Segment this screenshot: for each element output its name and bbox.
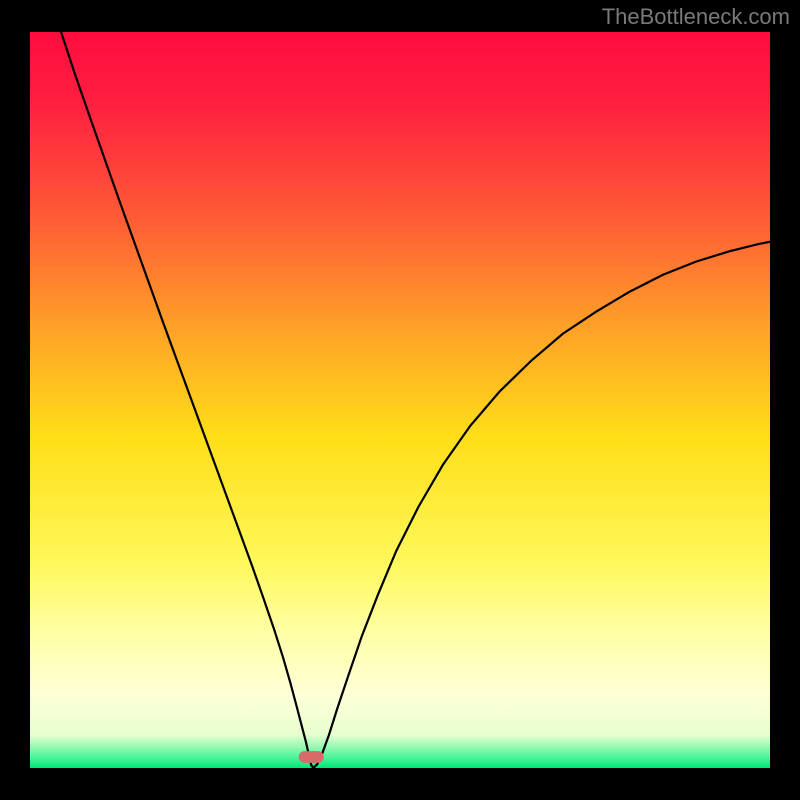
chart-container: TheBottleneck.com: [0, 0, 800, 800]
bottleneck-chart: [0, 0, 800, 800]
watermark-text: TheBottleneck.com: [602, 4, 790, 30]
gradient-background: [30, 32, 770, 768]
optimal-marker: [299, 751, 324, 763]
